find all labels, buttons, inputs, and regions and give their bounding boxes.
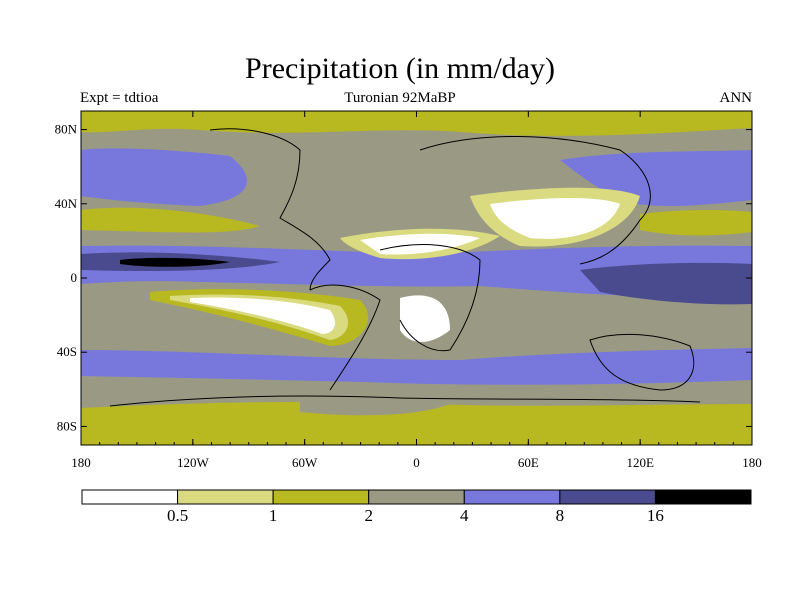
- map-title: Precipitation (in mm/day): [245, 52, 555, 85]
- colorbar-label: 16: [647, 506, 664, 525]
- antarctic-gray: [300, 397, 450, 416]
- australia-coastline: [589, 333, 695, 391]
- colorbar-swatch: [368, 489, 465, 505]
- americas-coastline: [209, 128, 331, 291]
- x-tick-label: 180: [71, 455, 91, 470]
- asia-dry-core: [490, 198, 620, 239]
- colorbar-label: 2: [364, 506, 373, 525]
- colorbar-swatch: [81, 489, 179, 505]
- south-dry-core: [190, 297, 336, 334]
- east-subtropical-green: [640, 210, 752, 236]
- x-tick-label: 60W: [292, 455, 318, 470]
- season-label: ANN: [719, 90, 753, 106]
- x-tick-label: 120E: [626, 455, 654, 470]
- colorbar-swatch: [177, 489, 274, 505]
- colorbar-label: 4: [460, 506, 469, 525]
- x-tick-label: 60E: [518, 455, 539, 470]
- antarctica-coastline: [109, 395, 701, 407]
- colorbar-label: 0.5: [167, 506, 188, 525]
- y-tick-label: 0: [71, 270, 78, 285]
- colorbar-label: 8: [556, 506, 565, 525]
- x-tick-label: 120W: [177, 455, 210, 470]
- east-navy-band: [580, 262, 752, 305]
- y-tick-label: 40N: [55, 196, 78, 211]
- south-polar-band: [81, 401, 752, 445]
- x-tick-label: 180: [742, 455, 762, 470]
- y-tick-label: 40S: [57, 344, 77, 359]
- map-field: [81, 111, 752, 445]
- x-tick-label: 0: [413, 455, 420, 470]
- north-subtropical-green: [81, 207, 260, 233]
- colorbar-label: 1: [269, 506, 278, 525]
- south-africa-dry: [400, 295, 450, 342]
- colorbar-swatch: [654, 489, 752, 505]
- experiment-label: Expt = tdtioa: [80, 90, 159, 106]
- southern-storm-blue: [81, 348, 752, 385]
- y-tick-label: 80N: [55, 122, 78, 137]
- period-label: Turonian 92MaBP: [344, 90, 456, 106]
- colorbar-swatch: [272, 489, 370, 505]
- colorbar-swatch: [559, 489, 656, 505]
- max-precip-core: [120, 257, 230, 267]
- colorbar-swatch: [463, 489, 561, 505]
- eurasia-coastline: [419, 135, 651, 265]
- africa-coastline: [379, 244, 481, 352]
- north-pacific-blue: [81, 148, 247, 206]
- south-america-coastline: [309, 284, 381, 391]
- y-tick-label: 80S: [57, 418, 77, 433]
